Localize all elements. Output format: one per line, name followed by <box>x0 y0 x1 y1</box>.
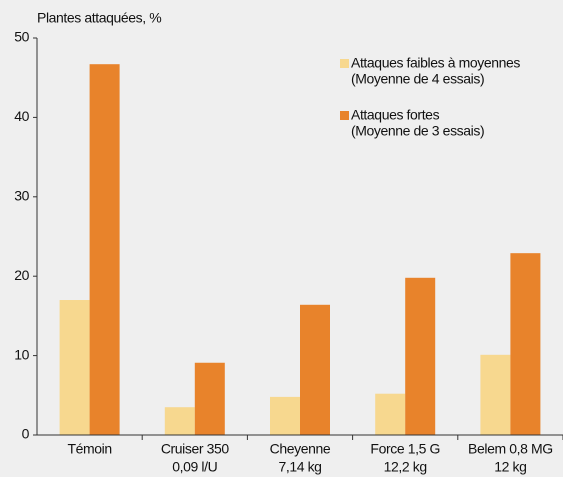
y-tick-label: 40 <box>14 108 29 124</box>
y-tick-label: 50 <box>14 29 29 45</box>
bar <box>375 393 406 435</box>
bar <box>510 253 541 435</box>
bar <box>194 362 225 435</box>
bar <box>270 396 300 435</box>
y-tick-label: 0 <box>22 426 30 442</box>
bar <box>300 304 330 435</box>
legend-label: Attaques fortes <box>351 107 440 123</box>
legend-label: Attaques faibles à moyennes <box>351 55 520 71</box>
bar <box>480 354 511 435</box>
y-tick-label: 10 <box>14 346 29 362</box>
x-tick-label: 7,14 kg <box>278 459 321 475</box>
bar <box>164 407 195 435</box>
y-tick-label: 30 <box>14 188 29 204</box>
bar <box>89 64 120 436</box>
x-tick-label: Force 1,5 G <box>370 441 440 457</box>
x-tick-label: 12 kg <box>494 459 526 475</box>
legend-swatch <box>340 59 349 68</box>
x-tick-label: 0,09 l/U <box>172 459 217 475</box>
bar <box>59 300 90 435</box>
legend-note: (Moyenne de 3 essais) <box>351 123 484 139</box>
x-tick-label: Cruiser 350 <box>161 441 230 457</box>
y-tick-label: 20 <box>14 267 29 283</box>
x-tick-label: Témoin <box>67 441 111 457</box>
legend-swatch <box>340 111 349 120</box>
y-axis-label: Plantes attaquées, % <box>37 10 161 26</box>
x-tick-label: Cheyenne <box>270 441 331 457</box>
bar <box>405 277 436 435</box>
legend-note: (Moyenne de 4 essais) <box>351 71 484 87</box>
x-tick-label: Belem 0,8 MG <box>468 441 553 457</box>
x-tick-label: 12,2 kg <box>384 459 427 475</box>
